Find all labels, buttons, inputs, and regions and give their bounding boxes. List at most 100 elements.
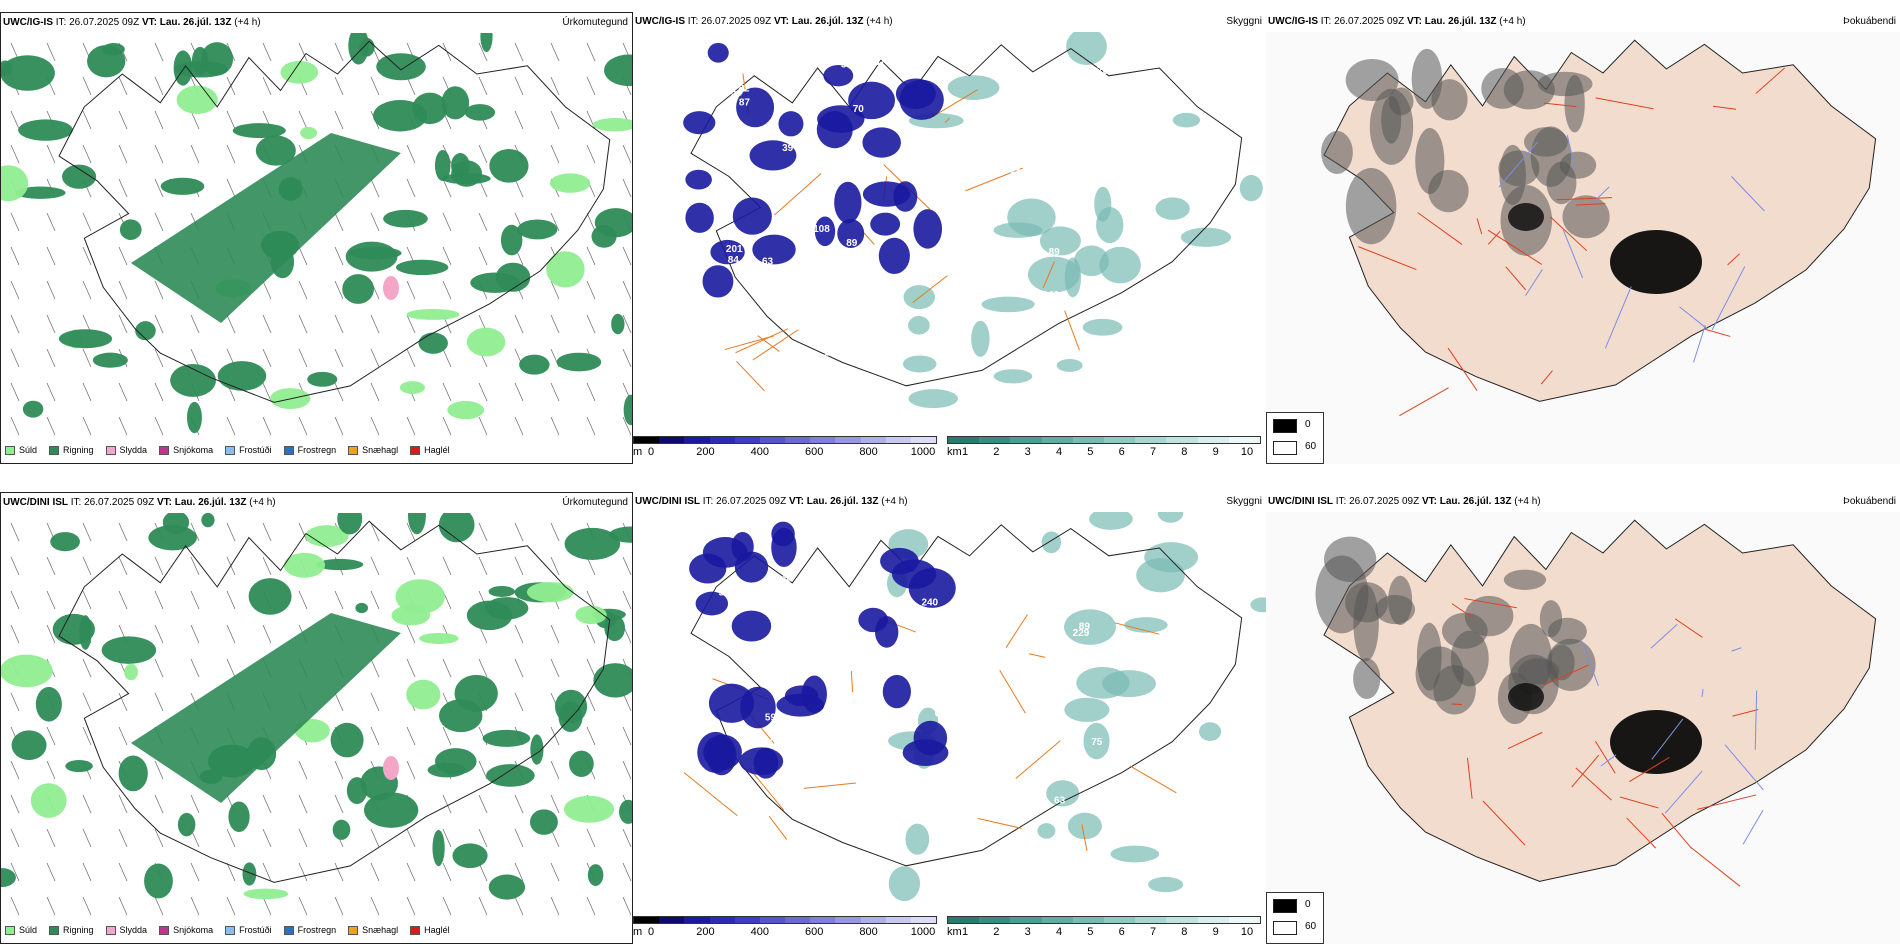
- road: [1629, 756, 1670, 783]
- wind-barb: [334, 348, 344, 368]
- road: [1727, 253, 1740, 266]
- cloud-base-cell: [697, 731, 734, 773]
- fog-patch: [1499, 144, 1526, 205]
- precip-cell: [232, 123, 286, 139]
- wind-barb: [10, 314, 20, 334]
- wind-barb: [118, 382, 128, 402]
- colorbar-cell: [709, 917, 735, 923]
- wind-barb: [154, 42, 164, 62]
- coastline: [58, 520, 611, 883]
- colorbar-cell: [885, 917, 911, 923]
- rain-band: [131, 133, 401, 323]
- river: [1754, 690, 1758, 750]
- model-name: UWC/IG-IS: [1268, 16, 1318, 27]
- colorbar-unit: m: [633, 926, 643, 938]
- cloud-base-cell: [913, 720, 948, 756]
- precip-cell: [1, 868, 16, 888]
- wind-barb: [82, 590, 92, 610]
- legend-item-7: Haglél: [410, 925, 450, 935]
- panel-header: UWC/DINI ISL IT: 26.07.2025 09Z VT: Lau.…: [633, 492, 1266, 512]
- wind-barb: [622, 760, 632, 780]
- low-visibility-area: [971, 320, 990, 357]
- precip-cell: [569, 750, 594, 777]
- colorbar-ticks: 1 2 3 4 5 6 7 8 9 10: [947, 926, 1261, 940]
- cloud-base-label: 84: [728, 255, 740, 266]
- precip-cell: [432, 829, 445, 867]
- cloud-base-label: 313: [700, 668, 717, 679]
- cloud-base-label: 56: [719, 587, 731, 598]
- low-visibility-area: [908, 316, 930, 335]
- precip-cell: [418, 332, 448, 354]
- cloud-base-cell: [862, 127, 901, 158]
- wind-barb: [442, 212, 452, 232]
- wind-barb: [154, 794, 164, 814]
- low-visibility-area: [1155, 197, 1190, 220]
- road: [1487, 230, 1501, 245]
- precip-cell: [363, 792, 419, 828]
- cloud-base-label: 57: [1095, 123, 1107, 134]
- legend-item-3: Snjókoma: [159, 925, 213, 935]
- wind-barb: [226, 658, 236, 678]
- precip-cell: [486, 764, 535, 787]
- model-name: UWC/DINI ISL: [635, 496, 700, 507]
- precip-cell: [1, 60, 13, 77]
- cloud-base-cell: [893, 181, 918, 212]
- wind-barb: [586, 416, 596, 436]
- wind-barb: [298, 760, 308, 780]
- cloud-base-label: 55: [841, 60, 853, 71]
- cloud-base-label: 39: [977, 103, 989, 114]
- coastline: [690, 44, 1243, 387]
- legend-item-5: Frostregn: [283, 925, 336, 935]
- cloud-base-cell: [732, 197, 772, 235]
- legend-swatch: [225, 445, 236, 455]
- cloud-base-cell: [837, 219, 865, 249]
- cloud-base-cell: [913, 209, 943, 249]
- wind-barb: [370, 862, 380, 882]
- wind-barb: [118, 590, 128, 610]
- cloud-base-label: 40: [975, 250, 987, 261]
- cloud-base-cell: [685, 169, 712, 190]
- wind-barb: [622, 178, 632, 198]
- cloud-base-cell: [874, 616, 899, 648]
- cloud-base-cell: [814, 216, 836, 247]
- wind-barb: [10, 624, 20, 644]
- it-label: IT:: [1335, 496, 1347, 507]
- colorbar-ticks: 0 200 400 600 800 1000: [633, 446, 937, 460]
- cloud-base-label: 73: [950, 132, 962, 143]
- fog-patch: [1450, 630, 1489, 687]
- low-visibility-area: [993, 222, 1043, 238]
- wind-barb: [478, 556, 488, 576]
- wind-barb: [550, 862, 560, 882]
- road: [1029, 653, 1046, 658]
- road: [850, 671, 854, 693]
- wind-barb: [370, 348, 380, 368]
- colorbar-strip: [633, 916, 937, 924]
- cloud-base-label: 59: [1067, 688, 1079, 699]
- it-label: IT:: [55, 17, 67, 28]
- wind-barb: [478, 522, 488, 542]
- wind-barb: [82, 794, 92, 814]
- sleet-cell: [383, 756, 399, 780]
- fog-patch: [1345, 582, 1389, 623]
- legend-label: Snæhagl: [362, 925, 399, 935]
- precip-cell: [148, 524, 197, 551]
- precip-cell: [439, 699, 483, 733]
- colorbar-cell: [634, 917, 660, 923]
- legend-label: Snæhagl: [362, 445, 399, 455]
- low-visibility-area: [1064, 609, 1116, 645]
- legend-item-5: Frostregn: [283, 445, 336, 455]
- precip-cell: [556, 352, 602, 372]
- cloud-base-cell: [771, 527, 797, 568]
- road: [965, 167, 1023, 192]
- vt-label: VT:: [773, 16, 789, 27]
- wind-barb: [514, 896, 524, 916]
- wind-barb: [46, 828, 56, 848]
- wind-barb: [46, 144, 56, 164]
- wind-barb: [370, 522, 380, 542]
- lead-time: (+4 h): [866, 16, 893, 27]
- precip-cell: [201, 513, 215, 528]
- panel-header: UWC/IG-IS IT: 26.07.2025 09Z VT: Lau. 26…: [1, 13, 632, 33]
- wind-barb: [82, 382, 92, 402]
- cloud-base-label: 93: [1127, 208, 1139, 219]
- road: [912, 275, 948, 304]
